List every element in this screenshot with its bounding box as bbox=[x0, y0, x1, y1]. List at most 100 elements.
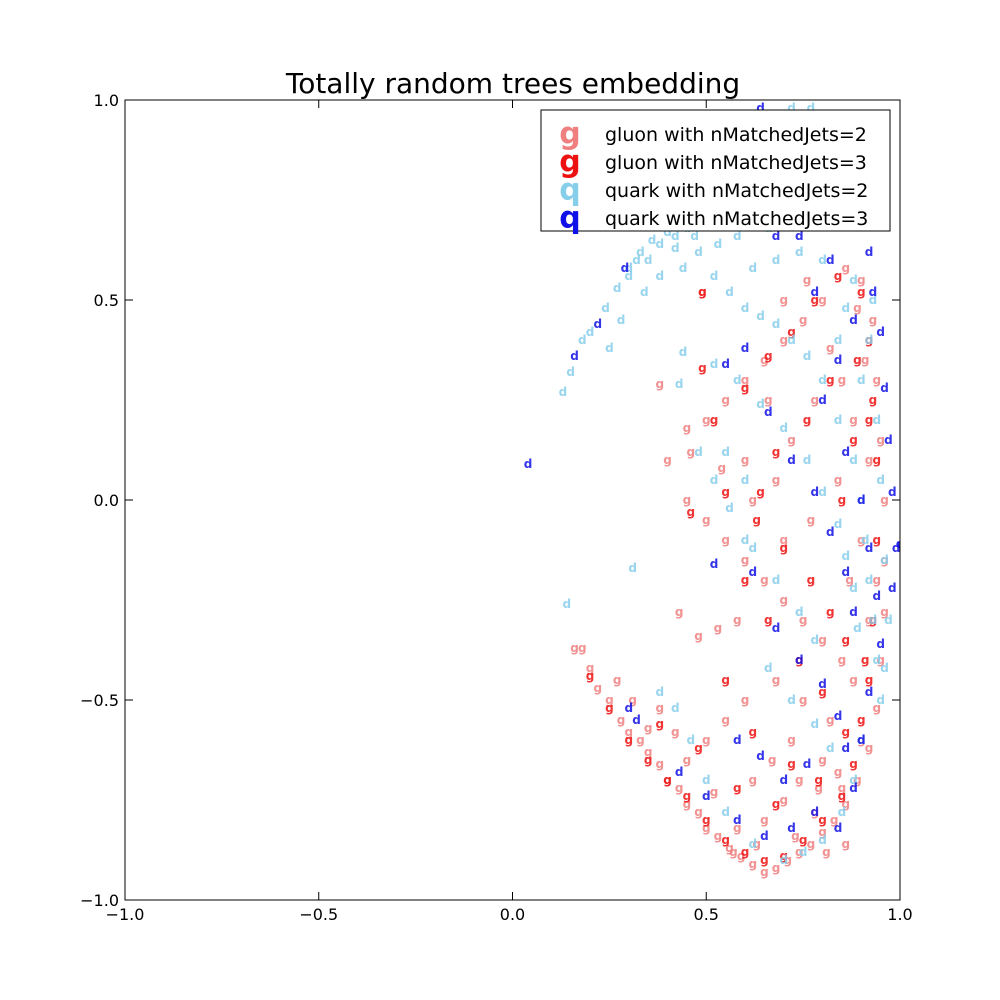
data-point: d bbox=[857, 493, 866, 507]
data-point: g bbox=[768, 753, 777, 767]
data-point: g bbox=[721, 485, 730, 499]
data-point: d bbox=[857, 493, 866, 507]
data-point: d bbox=[710, 473, 719, 487]
legend-box bbox=[540, 109, 891, 232]
data-point: g bbox=[826, 605, 835, 619]
data-point: d bbox=[818, 373, 827, 387]
data-point: d bbox=[841, 445, 850, 459]
data-point: d bbox=[803, 453, 812, 467]
data-point: d bbox=[748, 565, 757, 579]
data-point: d bbox=[710, 357, 719, 371]
data-point: d bbox=[834, 353, 843, 367]
data-point: d bbox=[818, 393, 827, 407]
data-point: d bbox=[655, 237, 664, 251]
legend: g gluon with nMatchedJets=2 g gluon with nM… bbox=[540, 109, 891, 236]
data-point: g bbox=[849, 413, 858, 427]
data-point: g bbox=[795, 773, 804, 787]
data-point: g bbox=[779, 849, 788, 863]
data-point: d bbox=[644, 253, 653, 267]
data-point: g bbox=[741, 381, 750, 395]
data-point: g bbox=[787, 733, 796, 747]
data-point: g bbox=[814, 773, 823, 787]
legend-marker: q bbox=[559, 173, 580, 208]
data-point: d bbox=[655, 269, 664, 283]
data-point: g bbox=[644, 721, 653, 735]
data-point: g bbox=[872, 373, 881, 387]
data-point: g bbox=[779, 593, 788, 607]
data-point: d bbox=[865, 573, 874, 587]
y-tick-label: 0.0 bbox=[94, 491, 119, 510]
data-point: g bbox=[869, 393, 878, 407]
legend-marker: g bbox=[559, 117, 580, 152]
data-point: d bbox=[810, 633, 819, 647]
data-point: d bbox=[872, 589, 881, 603]
data-point: d bbox=[849, 453, 858, 467]
data-point: g bbox=[764, 393, 773, 407]
data-point: d bbox=[841, 549, 850, 563]
data-point: d bbox=[671, 701, 680, 715]
data-point: g bbox=[748, 725, 757, 739]
data-point: g bbox=[841, 633, 850, 647]
data-point: d bbox=[760, 829, 769, 843]
data-point: d bbox=[733, 373, 742, 387]
data-point: g bbox=[578, 641, 587, 655]
data-point: g bbox=[760, 353, 769, 367]
data-point: d bbox=[799, 845, 808, 859]
data-point: g bbox=[717, 461, 726, 475]
data-point: d bbox=[721, 445, 730, 459]
data-point: d bbox=[787, 101, 796, 115]
data-point: g bbox=[741, 373, 750, 387]
data-point: d bbox=[826, 741, 835, 755]
data-point: g bbox=[714, 829, 723, 843]
data-point: g bbox=[865, 741, 874, 755]
data-point: g bbox=[675, 781, 684, 795]
data-point: d bbox=[865, 541, 874, 555]
data-point: g bbox=[869, 613, 878, 627]
data-point: g bbox=[683, 797, 692, 811]
data-point: g bbox=[799, 693, 808, 707]
data-point: d bbox=[741, 341, 750, 355]
data-point: g bbox=[861, 653, 870, 667]
data-point: g bbox=[772, 673, 781, 687]
data-point: g bbox=[826, 713, 835, 727]
data-point: g bbox=[853, 301, 862, 315]
data-point: d bbox=[872, 653, 881, 667]
data-point: d bbox=[857, 733, 866, 747]
x-tick-label: 1.0 bbox=[887, 905, 912, 924]
data-point: g bbox=[721, 393, 730, 407]
data-point: d bbox=[810, 285, 819, 299]
data-point: g bbox=[741, 693, 750, 707]
data-point: g bbox=[849, 433, 858, 447]
data-point: d bbox=[849, 781, 858, 795]
data-point: d bbox=[857, 373, 866, 387]
data-point: d bbox=[803, 349, 812, 363]
data-point: d bbox=[725, 285, 734, 299]
data-point: d bbox=[787, 333, 796, 347]
data-point: g bbox=[834, 473, 843, 487]
data-point: g bbox=[748, 773, 757, 787]
data-point: g bbox=[752, 513, 761, 527]
data-point: g bbox=[857, 285, 866, 299]
data-point: g bbox=[760, 813, 769, 827]
data-point: d bbox=[671, 229, 680, 243]
data-point: g bbox=[760, 573, 769, 587]
data-point: g bbox=[841, 725, 850, 739]
data-point: d bbox=[826, 525, 835, 539]
data-point: d bbox=[869, 285, 878, 299]
data-point: g bbox=[849, 757, 858, 771]
data-point: g bbox=[818, 293, 827, 307]
data-point: d bbox=[578, 333, 587, 347]
data-point: d bbox=[849, 313, 858, 327]
data-point: d bbox=[772, 253, 781, 267]
data-point: g bbox=[702, 821, 711, 835]
data-point: g bbox=[818, 825, 827, 839]
x-tick-label: 0.5 bbox=[694, 905, 719, 924]
data-point: g bbox=[857, 713, 866, 727]
data-point: g bbox=[779, 541, 788, 555]
data-point: g bbox=[830, 813, 839, 827]
data-point: d bbox=[524, 457, 533, 471]
data-point: g bbox=[783, 853, 792, 867]
data-point: g bbox=[725, 841, 734, 855]
data-point: g bbox=[787, 325, 796, 339]
data-point: d bbox=[841, 565, 850, 579]
